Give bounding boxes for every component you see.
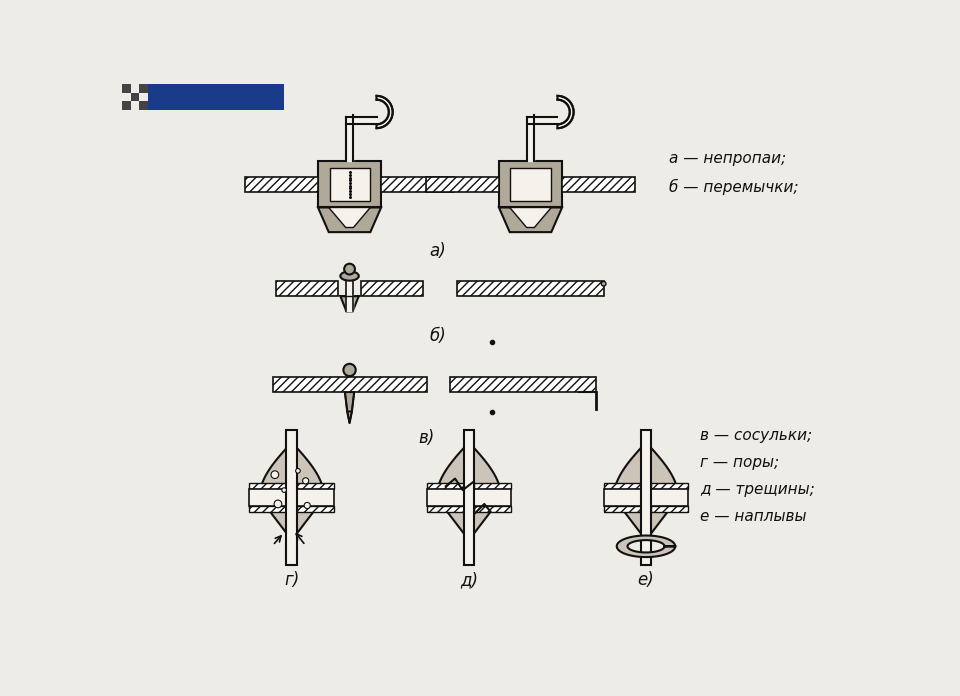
Polygon shape [558,96,573,128]
Circle shape [282,488,286,492]
Polygon shape [510,207,551,228]
Bar [329,168,370,200]
Polygon shape [347,280,352,311]
Bar [298,489,334,506]
Bar [652,489,688,506]
Polygon shape [613,443,679,540]
Polygon shape [527,117,535,161]
Bar [250,506,286,512]
Text: г): г) [284,571,300,589]
Circle shape [344,264,355,274]
Bar [131,101,139,110]
Text: е): е) [637,571,655,589]
Circle shape [302,477,309,484]
Bar [139,101,148,110]
Bar [511,168,550,200]
Bar [640,430,652,564]
Bar [123,101,131,110]
Circle shape [275,500,282,508]
Polygon shape [437,443,501,540]
Bar [286,430,298,564]
Bar [250,483,286,489]
Bar [426,489,464,506]
Polygon shape [346,117,353,161]
Text: а): а) [430,242,446,260]
Text: а — непропаи;
б — перемычки;: а — непропаи; б — перемычки; [669,150,799,195]
Bar [604,483,640,489]
Bar [123,93,131,101]
Bar [139,93,148,101]
Polygon shape [346,117,376,125]
Bar [604,506,640,512]
Bar [562,177,636,192]
Bar [139,84,148,93]
Text: в — сосульки;
г — поры;
д — трещины;
е — наплывы: в — сосульки; г — поры; д — трещины; е —… [700,429,815,525]
Polygon shape [499,207,562,232]
Bar [131,84,139,93]
Bar [499,161,562,207]
Bar [426,483,464,489]
Bar [474,489,512,506]
Bar [298,483,334,489]
Circle shape [271,470,278,479]
Bar [457,280,604,296]
Circle shape [296,468,300,473]
Bar [361,280,422,296]
Polygon shape [616,535,675,557]
Bar [426,506,464,512]
Polygon shape [348,411,352,423]
Bar [123,84,131,93]
Bar [276,280,338,296]
Polygon shape [340,296,359,311]
Polygon shape [579,393,596,409]
Bar [318,161,381,207]
Bar [426,177,499,192]
Bar [652,483,688,489]
Ellipse shape [340,271,359,280]
Text: д): д) [460,571,478,589]
Bar [381,177,454,192]
Polygon shape [527,117,558,125]
Circle shape [344,364,356,376]
Bar [273,377,426,393]
Bar [250,489,286,506]
Polygon shape [376,96,393,128]
Text: в): в) [419,429,435,448]
Bar [131,93,139,101]
Bar [464,430,474,564]
Polygon shape [259,443,324,540]
Bar [298,506,334,512]
Text: б): б) [430,327,446,345]
Bar [474,506,512,512]
Bar [245,177,318,192]
Polygon shape [318,207,381,232]
Polygon shape [328,207,371,228]
Bar [604,489,640,506]
Polygon shape [345,393,354,411]
Circle shape [601,281,606,286]
Bar [652,506,688,512]
Bar [474,483,512,489]
Circle shape [304,503,310,509]
Bar [123,84,284,110]
Bar [449,377,596,393]
